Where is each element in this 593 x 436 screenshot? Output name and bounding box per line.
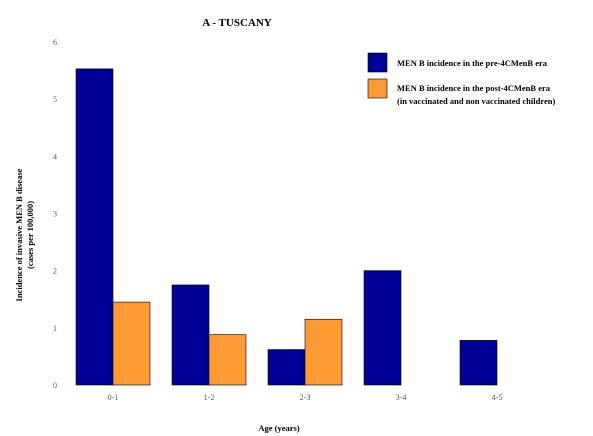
chart-title: A - TUSCANY bbox=[202, 17, 272, 29]
y-tick-label: 1 bbox=[53, 324, 57, 333]
y-tick-label: 0 bbox=[53, 381, 57, 390]
bar-post-2-3 bbox=[304, 318, 343, 386]
x-tick-label: 1-2 bbox=[204, 393, 215, 402]
legend-label-post: MEN B incidence in the post-4CMenB era bbox=[397, 83, 551, 93]
bars bbox=[75, 68, 498, 386]
y-tick-label: 5 bbox=[53, 95, 57, 104]
x-tick-labels: 0-1 1-2 2-3 3-4 4-5 bbox=[108, 393, 503, 402]
legend-label-pre: MEN B incidence in the pre-4CMenB era bbox=[397, 58, 548, 68]
bar-post-1-2 bbox=[208, 334, 247, 386]
y-axis-label-line-2: (cases per 100,000) bbox=[25, 201, 35, 269]
y-tick-label: 2 bbox=[53, 267, 57, 276]
legend-swatch-post bbox=[367, 78, 388, 99]
bar-pre-2-3 bbox=[267, 349, 306, 386]
y-tick-label: 6 bbox=[53, 38, 57, 47]
x-tick-label: 3-4 bbox=[396, 393, 407, 402]
bar-pre-4-5 bbox=[459, 340, 498, 386]
bar-pre-3-4 bbox=[363, 270, 402, 386]
legend-label-post-line-2: (in vaccinated and non vaccinated childr… bbox=[397, 96, 555, 106]
x-tick-label: 4-5 bbox=[492, 393, 503, 402]
x-axis-label: Age (years) bbox=[258, 423, 299, 433]
y-tick-label: 4 bbox=[53, 152, 57, 161]
y-tick-label: 3 bbox=[53, 210, 57, 219]
y-axis-label-line-1: Incidence of invasive MEN B disease bbox=[14, 168, 24, 301]
bar-post-0-1 bbox=[112, 301, 151, 386]
y-axis-label: Incidence of invasive MEN B disease (cas… bbox=[14, 168, 35, 301]
x-tick-label: 2-3 bbox=[300, 393, 311, 402]
bar-pre-1-2 bbox=[171, 284, 210, 386]
x-tick-label: 0-1 bbox=[108, 393, 119, 402]
legend-swatch-pre bbox=[367, 52, 388, 73]
y-tick-labels: 0 1 2 3 4 5 6 bbox=[53, 38, 57, 390]
bar-pre-0-1 bbox=[75, 68, 114, 386]
legend: MEN B incidence in the pre-4CMenB era ME… bbox=[367, 52, 555, 106]
